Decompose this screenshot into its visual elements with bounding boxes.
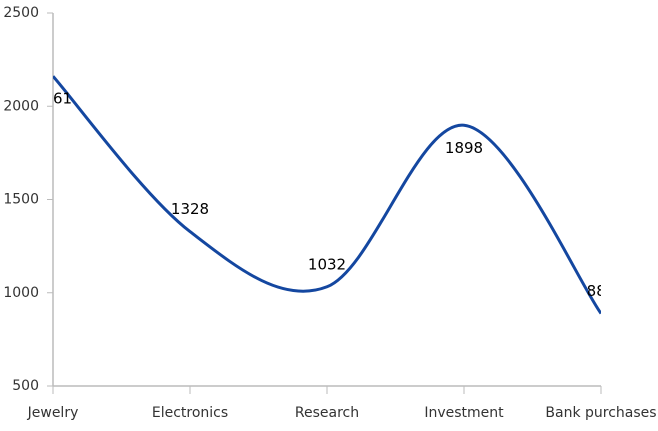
plot-area: 2161 1328 1032 1898 889 (34, 75, 616, 315)
data-label: 1032 (308, 255, 346, 273)
x-tick-label: Jewelry (27, 405, 79, 421)
y-tick-label: 1000 (3, 285, 39, 301)
y-tick-label: 2500 (3, 5, 39, 21)
data-label: 889 (587, 282, 616, 300)
data-label: 1328 (171, 200, 209, 218)
x-tick-label: Investment (424, 405, 504, 421)
x-tick-label: Electronics (152, 405, 228, 421)
y-tick-label: 500 (12, 378, 39, 394)
data-label: 2161 (34, 90, 72, 108)
data-label: 1898 (445, 139, 483, 157)
x-tick-label: Research (295, 405, 359, 421)
line (53, 75, 601, 315)
y-tick-label: 2000 (3, 98, 39, 114)
y-tick-label: 1500 (3, 192, 39, 208)
x-tick-label: Bank purchases (545, 405, 656, 421)
